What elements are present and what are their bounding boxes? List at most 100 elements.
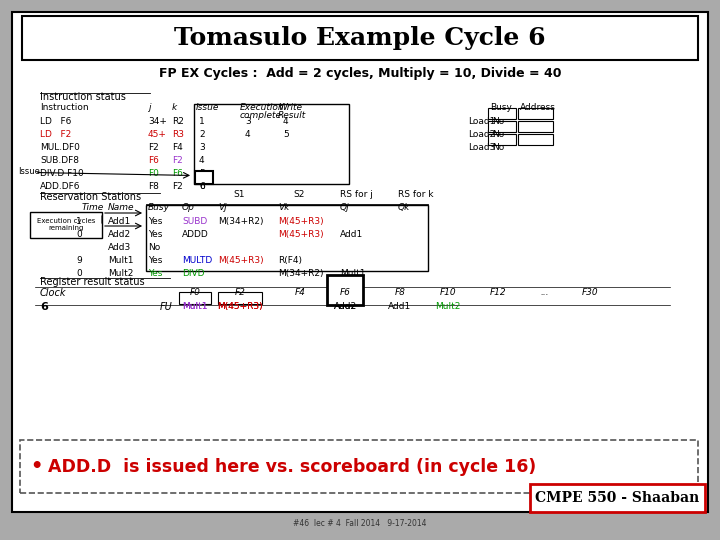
Text: FU: FU	[160, 302, 173, 312]
Text: 4: 4	[199, 156, 204, 165]
Text: S1: S1	[233, 190, 245, 199]
Text: RS for j: RS for j	[340, 190, 373, 199]
Text: Qj: Qj	[340, 203, 350, 212]
Text: Mult1: Mult1	[340, 269, 366, 278]
Text: 5: 5	[199, 169, 204, 178]
Bar	[488, 121, 516, 132]
Text: MULTD: MULTD	[182, 256, 212, 265]
Text: F8: F8	[148, 182, 159, 191]
Text: Yes: Yes	[148, 256, 163, 265]
Text: #46  lec # 4  Fall 2014   9-17-2014: #46 lec # 4 Fall 2014 9-17-2014	[293, 519, 427, 529]
Text: F2: F2	[172, 182, 183, 191]
Text: Mult1: Mult1	[108, 256, 133, 265]
Text: M(45+R3): M(45+R3)	[217, 302, 263, 311]
Bar	[488, 108, 516, 119]
Bar	[518, 134, 553, 145]
Text: M(45+R3): M(45+R3)	[278, 230, 323, 239]
Text: Issue: Issue	[196, 103, 220, 112]
Text: Qk: Qk	[398, 203, 410, 212]
Text: Add2: Add2	[333, 302, 356, 311]
Bar	[22, 16, 698, 60]
Text: Execution: Execution	[240, 103, 284, 112]
Text: 45+: 45+	[148, 130, 167, 139]
Text: M(34+R2): M(34+R2)	[278, 269, 323, 278]
Text: F2: F2	[148, 143, 158, 152]
Text: RS for k: RS for k	[398, 190, 433, 199]
Bar	[195, 171, 213, 184]
Text: Reservation Stations: Reservation Stations	[40, 192, 141, 202]
Text: 1: 1	[76, 217, 82, 226]
Text: M(45+R3): M(45+R3)	[278, 217, 323, 226]
Text: 4: 4	[283, 117, 289, 126]
Text: Vk: Vk	[278, 203, 289, 212]
Text: 4: 4	[245, 130, 251, 139]
Text: Clock: Clock	[40, 288, 66, 298]
Text: M(45+R3): M(45+R3)	[217, 302, 263, 311]
Text: LD   F6: LD F6	[40, 117, 71, 126]
Bar	[218, 292, 262, 304]
Text: F2: F2	[235, 288, 246, 297]
Text: No: No	[492, 117, 504, 126]
Text: •: •	[30, 457, 42, 476]
Text: SUB.DF8: SUB.DF8	[40, 156, 79, 165]
Bar	[518, 108, 553, 119]
Bar	[30, 212, 102, 238]
Text: Busy: Busy	[490, 103, 512, 112]
Text: 0: 0	[76, 230, 82, 239]
Text: CMPE 550 - Shaaban: CMPE 550 - Shaaban	[535, 491, 699, 505]
Text: Add2: Add2	[333, 302, 356, 311]
Text: F0: F0	[189, 288, 200, 297]
Text: 9: 9	[76, 256, 82, 265]
Text: 2: 2	[199, 130, 204, 139]
Text: 6: 6	[40, 302, 48, 312]
Bar	[327, 275, 363, 305]
Text: Add1: Add1	[340, 230, 364, 239]
Bar	[20, 440, 698, 493]
Text: F10: F10	[440, 288, 456, 297]
Text: Mult1: Mult1	[182, 302, 208, 311]
Text: Yes: Yes	[148, 217, 163, 226]
Text: F30: F30	[582, 288, 598, 297]
Text: DIVD: DIVD	[182, 269, 204, 278]
Text: M(34+R2): M(34+R2)	[218, 217, 264, 226]
Text: MUL.DF0: MUL.DF0	[40, 143, 80, 152]
Text: Vj: Vj	[218, 203, 227, 212]
Text: 34+: 34+	[148, 117, 167, 126]
Text: j: j	[148, 103, 150, 112]
Bar	[146, 205, 428, 271]
Text: Mult1: Mult1	[182, 302, 208, 311]
Text: Address: Address	[520, 103, 556, 112]
Text: R2: R2	[172, 117, 184, 126]
Text: Add1: Add1	[108, 217, 131, 226]
Bar	[179, 292, 211, 304]
Bar	[530, 484, 705, 512]
Text: F6: F6	[340, 288, 351, 297]
Text: Name: Name	[108, 203, 135, 212]
Text: Load1: Load1	[468, 117, 495, 126]
Text: Add3: Add3	[108, 243, 131, 252]
Text: Time: Time	[82, 203, 104, 212]
Text: 6: 6	[199, 182, 204, 191]
Text: Instruction status: Instruction status	[40, 92, 126, 102]
Text: Issue: Issue	[18, 167, 40, 176]
Text: Write: Write	[278, 103, 302, 112]
Text: ADDD: ADDD	[182, 230, 209, 239]
Text: Register result status: Register result status	[40, 277, 145, 287]
Text: F6: F6	[148, 156, 159, 165]
Text: Mult2: Mult2	[436, 302, 461, 311]
Text: F2: F2	[172, 156, 183, 165]
Text: No: No	[148, 243, 161, 252]
Text: 5: 5	[283, 130, 289, 139]
Text: Load3: Load3	[468, 143, 495, 152]
Text: Busy: Busy	[148, 203, 170, 212]
Text: LD   F2: LD F2	[40, 130, 71, 139]
Text: M(45+R3): M(45+R3)	[218, 256, 264, 265]
Text: FP EX Cycles :  Add = 2 cycles, Multiply = 10, Divide = 40: FP EX Cycles : Add = 2 cycles, Multiply …	[158, 68, 562, 80]
Text: Op: Op	[182, 203, 195, 212]
Text: Add1: Add1	[388, 302, 412, 311]
Text: Yes: Yes	[148, 230, 163, 239]
Text: F4: F4	[172, 143, 183, 152]
Bar	[518, 121, 553, 132]
Text: F6: F6	[340, 288, 351, 297]
Text: F12: F12	[490, 288, 506, 297]
